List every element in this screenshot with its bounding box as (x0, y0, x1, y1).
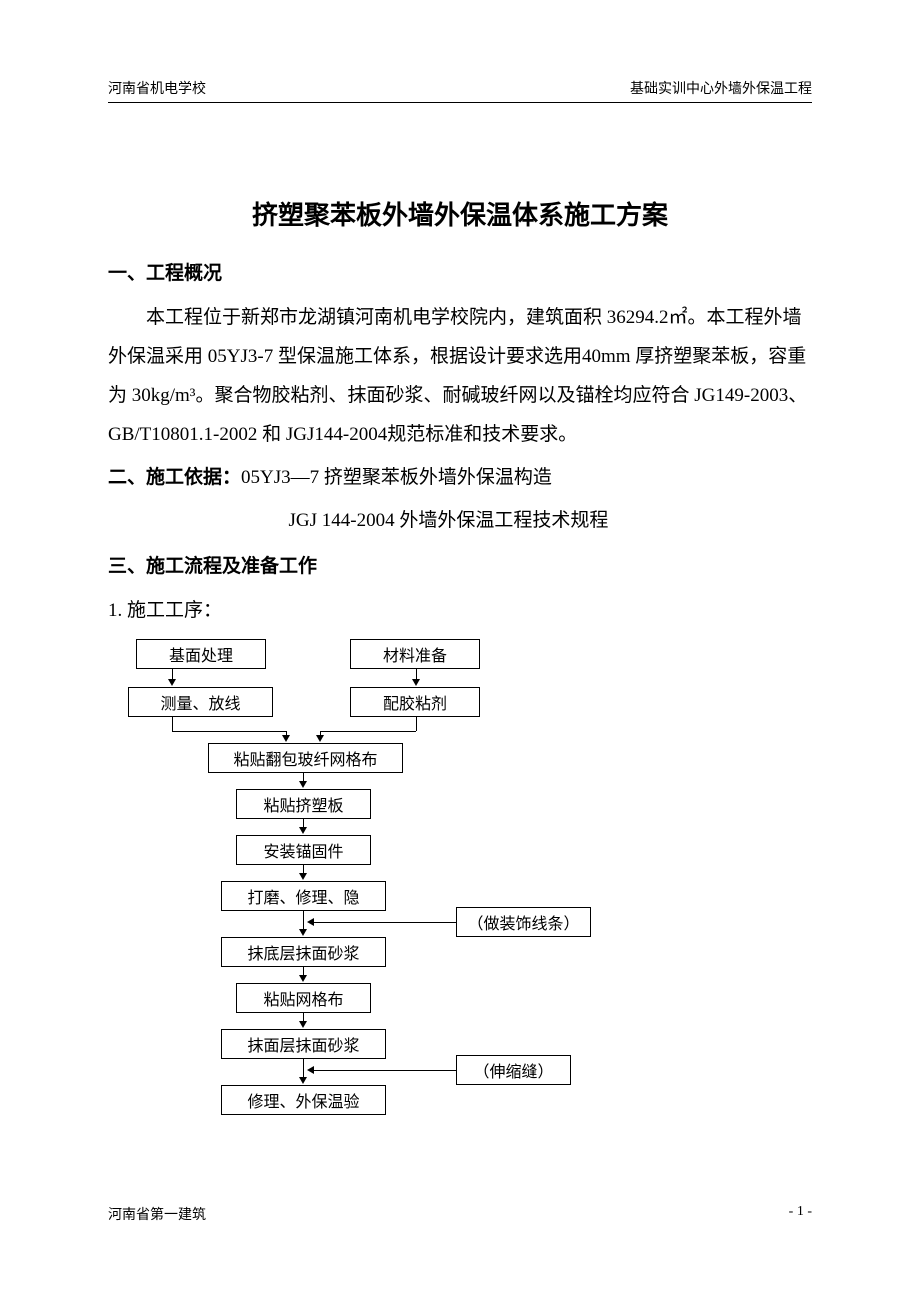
section-2-line: 二、施工依据：05YJ3—7 挤塑聚苯板外墙外保温构造 (108, 459, 812, 498)
arrowhead-icon (299, 827, 307, 834)
flow-node-anchor: 安装锚固件 (236, 835, 371, 865)
flow-node-polish: 打磨、修理、隐 (221, 881, 386, 911)
section-2-text1: 05YJ3—7 挤塑聚苯板外墙外保温构造 (241, 467, 552, 488)
flow-node-paste-mesh: 粘贴网格布 (236, 983, 371, 1013)
arrowhead-icon (299, 873, 307, 880)
flow-arrow (172, 717, 173, 731)
arrowhead-icon (316, 735, 324, 742)
page-header: 河南省机电学校 基础实训中心外墙外保温工程 (108, 78, 812, 103)
flow-node-base-treatment: 基面处理 (136, 639, 266, 669)
section-1-heading: 一、工程概况 (108, 258, 812, 285)
arrowhead-icon (412, 679, 420, 686)
footer-page-number: - 1 - (789, 1204, 812, 1224)
arrowhead-icon (299, 781, 307, 788)
flow-node-measure: 测量、放线 (128, 687, 273, 717)
arrowhead-icon (307, 918, 314, 926)
flow-arrow (320, 731, 416, 732)
flow-node-mix-adhesive: 配胶粘剂 (350, 687, 480, 717)
flow-arrow (416, 717, 417, 731)
flow-node-material-prep: 材料准备 (350, 639, 480, 669)
flow-node-mesh-wrap: 粘贴翻包玻纤网格布 (208, 743, 403, 773)
section-2-label: 二、施工依据： (108, 467, 241, 488)
flow-arrow (313, 922, 456, 923)
flow-node-decor-line: （做装饰线条） (456, 907, 591, 937)
header-left: 河南省机电学校 (108, 78, 206, 98)
arrowhead-icon (299, 1077, 307, 1084)
flow-arrow (303, 1059, 304, 1079)
flow-node-face-mortar: 抹面层抹面砂浆 (221, 1029, 386, 1059)
section-1-body: 本工程位于新郑市龙湖镇河南机电学校院内，建筑面积 36294.2㎡。本工程外墙外… (108, 299, 812, 455)
flow-node-expansion-joint: （伸缩缝） (456, 1055, 571, 1085)
flow-arrow (313, 1070, 456, 1071)
arrowhead-icon (299, 1021, 307, 1028)
flowchart: 基面处理 材料准备 测量、放线 配胶粘剂 粘贴翻包玻纤网格布 粘贴挤塑板 安装锚… (118, 639, 718, 1199)
arrowhead-icon (307, 1066, 314, 1074)
section-3-sub: 1. 施工工序： (108, 592, 812, 631)
flow-node-paste-board: 粘贴挤塑板 (236, 789, 371, 819)
section-2-text2: JGJ 144-2004 外墙外保温工程技术规程 (108, 502, 812, 541)
page-footer: 河南省第一建筑 - 1 - (108, 1204, 812, 1224)
footer-left: 河南省第一建筑 (108, 1204, 206, 1224)
flow-arrow (303, 911, 304, 931)
flow-node-base-mortar: 抹底层抹面砂浆 (221, 937, 386, 967)
section-3-heading: 三、施工流程及准备工作 (108, 551, 812, 578)
arrowhead-icon (299, 929, 307, 936)
header-right: 基础实训中心外墙外保温工程 (630, 78, 812, 98)
flow-node-repair-accept: 修理、外保温验 (221, 1085, 386, 1115)
arrowhead-icon (168, 679, 176, 686)
document-title: 挤塑聚苯板外墙外保温体系施工方案 (108, 195, 812, 232)
arrowhead-icon (282, 735, 290, 742)
flow-arrow (172, 731, 286, 732)
arrowhead-icon (299, 975, 307, 982)
